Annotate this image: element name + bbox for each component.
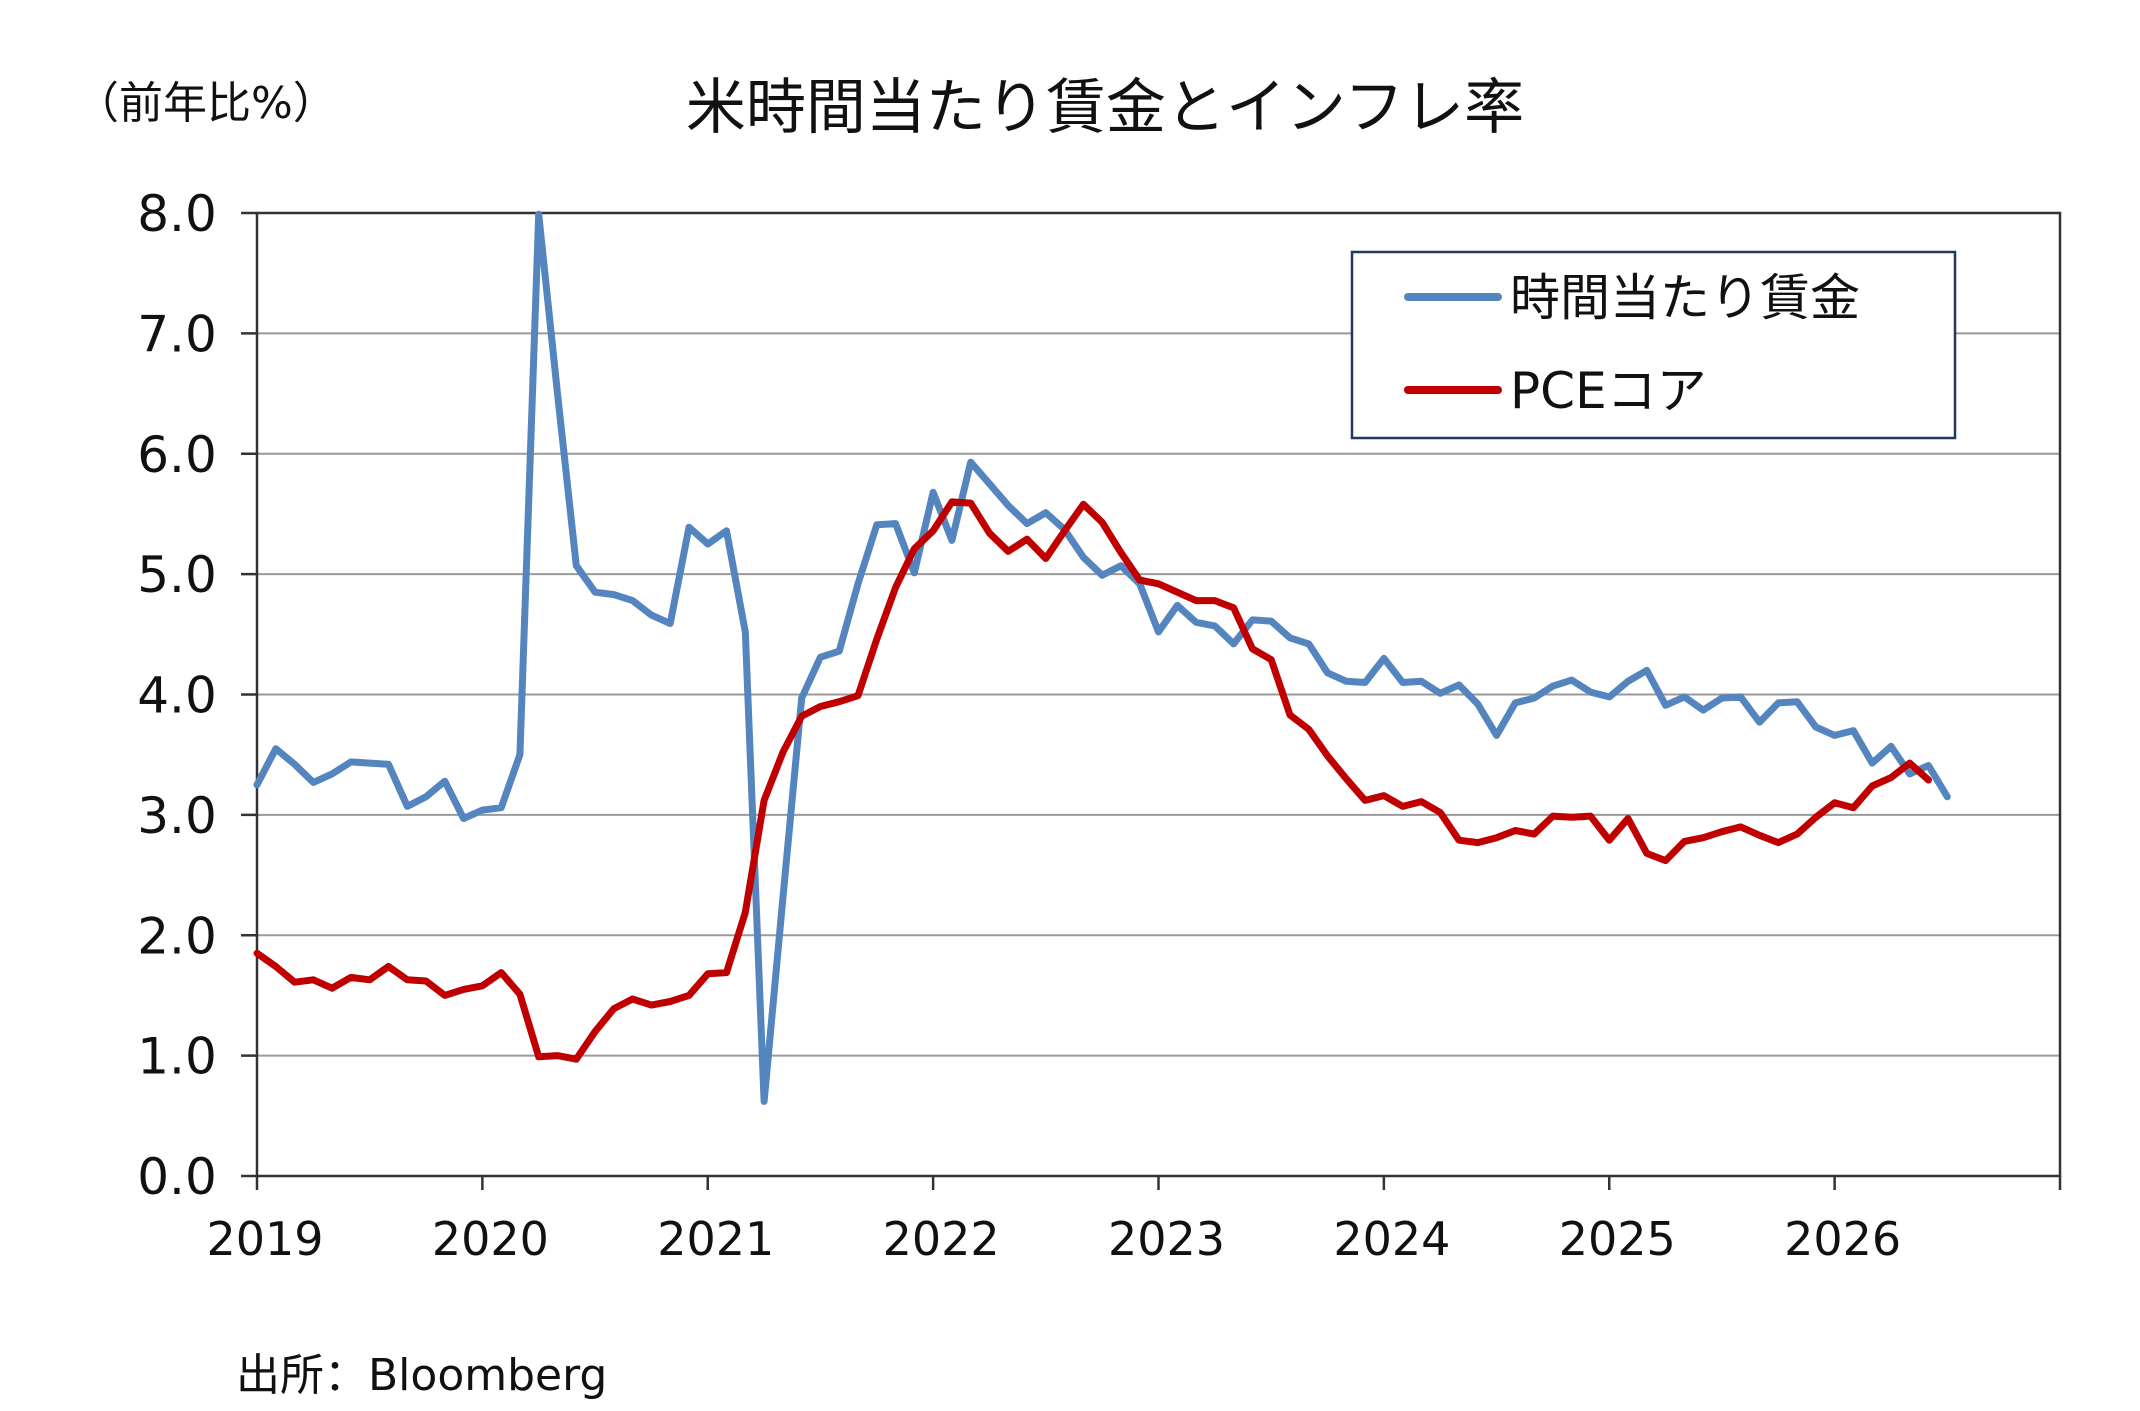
x-tick-label: 2022 xyxy=(883,1212,1000,1266)
series-lines xyxy=(253,210,1951,1105)
source-note: 出所：Bloomberg xyxy=(236,1350,607,1401)
x-tick-labels: 2019 2020 2021 2022 2023 2024 2025 2026 xyxy=(206,1212,1901,1266)
y-tick-label: 3.0 xyxy=(137,787,217,845)
grid-lines xyxy=(241,211,2060,1178)
legend-label-pce: PCEコア xyxy=(1510,362,1707,420)
series-line-pce xyxy=(253,498,1932,1063)
y-tick-label: 6.0 xyxy=(137,426,217,484)
legend-label-wage: 時間当たり賃金 xyxy=(1510,269,1860,327)
y-tick-label: 7.0 xyxy=(137,305,217,363)
y-tick-label: 1.0 xyxy=(137,1028,217,1086)
unit-label: （前年比%） xyxy=(75,78,337,129)
legend: 時間当たり賃金 PCEコア xyxy=(1350,250,1957,440)
x-tick-label: 2019 xyxy=(206,1212,323,1266)
x-tick-label: 2021 xyxy=(657,1212,774,1266)
axes xyxy=(255,211,2062,1190)
y-tick-label: 0.0 xyxy=(137,1148,217,1206)
x-tick-label: 2025 xyxy=(1559,1212,1676,1266)
y-tick-label: 2.0 xyxy=(137,907,217,965)
series-line-wage xyxy=(253,210,1951,1105)
y-tick-labels: 8.0 7.0 6.0 5.0 4.0 3.0 2.0 1.0 0.0 xyxy=(137,185,217,1206)
x-tick-label: 2023 xyxy=(1108,1212,1225,1266)
x-tick-label: 2024 xyxy=(1333,1212,1450,1266)
y-tick-label: 8.0 xyxy=(137,185,217,243)
x-tick-label: 2026 xyxy=(1784,1212,1901,1266)
x-tick-label: 2020 xyxy=(432,1212,549,1266)
chart-title: 米時間当たり賃金とインフレ率 xyxy=(686,73,1524,143)
legend-box xyxy=(1350,250,1957,440)
y-tick-label: 4.0 xyxy=(137,667,217,725)
y-tick-label: 5.0 xyxy=(137,546,217,604)
